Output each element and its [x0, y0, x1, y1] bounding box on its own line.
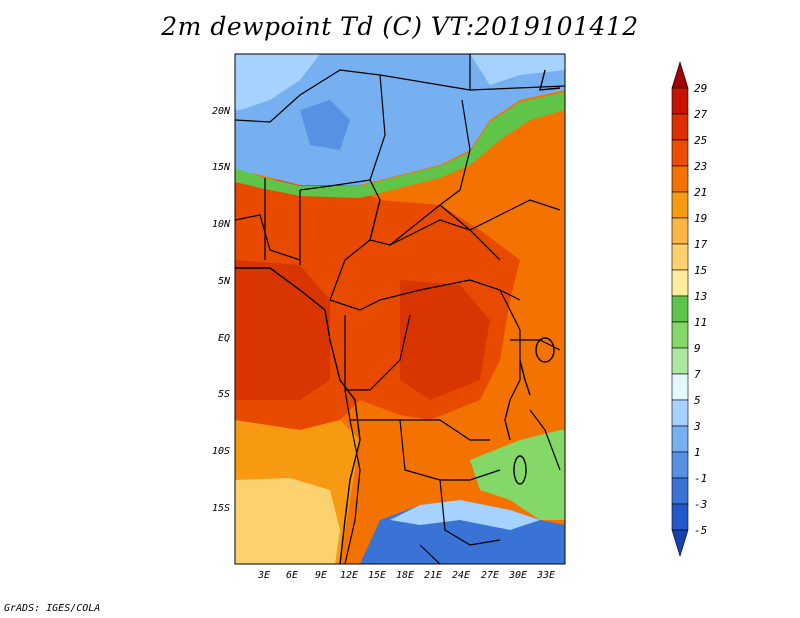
colorbar-label: -1: [694, 472, 707, 485]
colorbar-label: 27: [694, 108, 708, 121]
colorbar-segment: [671, 321, 689, 349]
lat-label: 20N: [212, 106, 231, 117]
colorbar-segment: [671, 477, 689, 505]
colorbar-segment: [671, 113, 689, 141]
field-sahara-light: [235, 54, 565, 110]
colorbar-segment: [671, 87, 689, 115]
colorbar-segment: [671, 269, 689, 297]
colorbar-labels: 29 27 25 23 21 19 17 15 13 11 9 7 5 3 1 …: [693, 82, 708, 537]
lat-label: EQ: [218, 333, 230, 344]
lon-label: 33E: [536, 570, 555, 581]
colorbar-segment: [671, 399, 689, 427]
colorbar-segment: [671, 191, 689, 219]
colorbar-segment: [671, 139, 689, 167]
lat-label: 10S: [212, 446, 230, 457]
colorbar-label: 19: [694, 212, 707, 225]
colorbar-label: 15: [694, 264, 707, 277]
colorbar-label: 25: [694, 134, 707, 147]
colorbar-label: 23: [694, 160, 707, 173]
lon-label: 6E: [286, 570, 298, 581]
lon-label: 12E: [340, 570, 358, 581]
lon-label: 15E: [368, 570, 386, 581]
colorbar: [671, 60, 689, 558]
lat-label: 15S: [212, 503, 230, 514]
colorbar-segment: [671, 373, 689, 401]
colorbar-label: 7: [694, 368, 701, 381]
field-hot-deep: [235, 260, 490, 400]
lat-label: 5N: [218, 276, 231, 287]
field-cool-southwest: [235, 478, 340, 564]
colorbar-label: 5: [694, 394, 701, 407]
field-sahara-dark: [300, 100, 350, 150]
colorbar-segment: [671, 295, 689, 323]
field-east-green: [470, 430, 565, 520]
lon-label: 3E: [257, 570, 270, 581]
lat-label: 15N: [212, 162, 231, 173]
lon-axis: 3E 6E 9E 12E 15E 18E 21E 24E 27E 30E 33E: [257, 570, 555, 581]
field-sahel-band: [235, 92, 565, 198]
colorbar-segment: [671, 217, 689, 245]
lon-label: 21E: [424, 570, 442, 581]
lon-label: 30E: [508, 570, 527, 581]
colorbar-segment: [671, 243, 689, 271]
colorbar-label: 1: [694, 446, 701, 459]
lat-axis: 20N 15N 10N 5N EQ 5S 10S 15S: [212, 106, 231, 514]
colorbar-segment: [671, 451, 689, 479]
colorbar-label: 17: [694, 238, 708, 251]
colorbar-label: 21: [694, 186, 707, 199]
coastlines: [235, 69, 561, 564]
country-borders: [235, 54, 565, 564]
colorbar-segment: [671, 165, 689, 193]
colorbar-top-arrow: [671, 60, 689, 89]
lon-label: 27E: [481, 570, 499, 581]
lon-label: 9E: [315, 570, 327, 581]
colorbar-label: -5: [694, 524, 707, 537]
credit-text: GrADS: IGES/COLA: [4, 603, 101, 614]
lon-label: 24E: [452, 570, 470, 581]
colorbar-segment: [671, 503, 689, 531]
colorbar-label: -3: [694, 498, 707, 511]
lat-label: 10N: [212, 219, 231, 230]
lat-label: 5S: [218, 389, 230, 400]
field-sahara: [235, 54, 565, 185]
colorbar-segment: [671, 425, 689, 453]
map-figure: 20N 15N 10N 5N EQ 5S 10S 15S 3E 6E 9E 12…: [212, 53, 708, 581]
colorbar-label: 9: [694, 342, 701, 355]
field-south-light: [390, 500, 540, 530]
colorbar-label: 29: [694, 82, 707, 95]
dewpoint-field: [235, 54, 565, 564]
colorbar-label: 11: [694, 316, 707, 329]
map-frame: [234, 53, 566, 565]
colorbar-segment: [671, 347, 689, 375]
colorbar-bottom-arrow: [671, 529, 689, 558]
map-title: 2m dewpoint Td (C) VT:2019101412: [161, 12, 639, 41]
colorbar-label: 13: [694, 290, 707, 303]
colorbar-label: 3: [693, 420, 701, 433]
lon-label: 18E: [396, 570, 414, 581]
